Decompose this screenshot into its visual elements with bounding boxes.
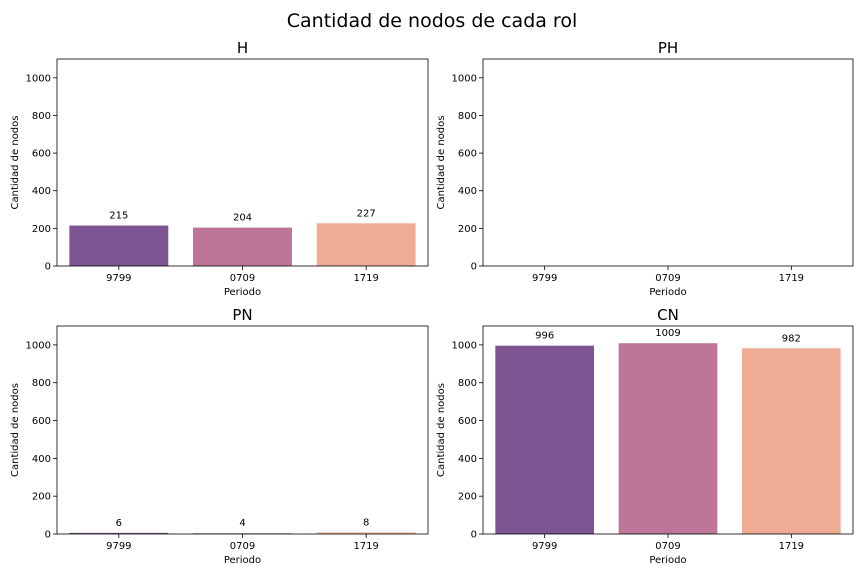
- plot-frame: [56, 325, 429, 535]
- y-tick-label: 0: [471, 530, 477, 541]
- y-tick-label: 800: [32, 111, 51, 122]
- y-tick-label: 400: [458, 454, 477, 465]
- bar-value-label: 6: [116, 518, 122, 529]
- y-axis-label: Cantidad de nodos: [10, 116, 21, 210]
- bar-value-label: 982: [782, 333, 801, 344]
- y-tick-label: 0: [471, 262, 477, 273]
- bar: [69, 532, 169, 534]
- figure-title: Cantidad de nodos de cada rol: [287, 10, 577, 32]
- x-tick-label: 9799: [532, 273, 557, 284]
- x-tick-label: 0709: [655, 541, 680, 552]
- y-tick-label: 600: [458, 149, 477, 160]
- y-tick-label: 800: [458, 111, 477, 122]
- y-tick-label: 800: [32, 378, 51, 389]
- subplot-title: CN: [657, 306, 679, 324]
- y-tick-label: 1000: [452, 73, 477, 84]
- x-tick-label: 9799: [106, 273, 131, 284]
- bar-value-label: 204: [233, 213, 252, 224]
- x-tick-label: 1719: [779, 273, 804, 284]
- y-tick-label: 200: [458, 492, 477, 503]
- bar: [316, 532, 416, 534]
- bar-value-label: 996: [535, 331, 554, 342]
- subplot-ph: 0 200 400 600 800 1000 9799 0709 1719 PH Periodo Ca…: [436, 39, 854, 298]
- bar: [316, 223, 416, 266]
- y-tick-label: 600: [32, 416, 51, 427]
- subplot-title: PN: [232, 306, 252, 324]
- x-axis-label: Periodo: [649, 287, 686, 298]
- bar: [69, 225, 169, 266]
- x-tick-label: 0709: [655, 273, 680, 284]
- y-axis-label: Cantidad de nodos: [10, 383, 21, 477]
- x-tick-label: 0709: [230, 541, 255, 552]
- y-tick-label: 200: [32, 492, 51, 503]
- bar-value-label: 227: [357, 208, 376, 219]
- x-axis-label: Periodo: [224, 287, 261, 298]
- bar: [495, 345, 594, 534]
- x-tick-label: 1719: [353, 541, 378, 552]
- x-tick-label: 9799: [106, 541, 131, 552]
- x-tick-label: 9799: [532, 541, 557, 552]
- subplot-cn: 996 1009 982 0 200 400 600 800 1000 9799 0709 1719 C…: [436, 306, 854, 566]
- y-tick-label: 400: [458, 186, 477, 197]
- x-tick-label: 0709: [230, 273, 255, 284]
- y-tick-label: 400: [32, 186, 51, 197]
- x-tick-label: 1719: [779, 541, 804, 552]
- y-tick-label: 1000: [26, 73, 51, 84]
- subplot-h: 215 204 227 0 200 400 600 800 1000 9799 0709 1719 H P…: [10, 39, 429, 298]
- subplot-title: H: [237, 39, 248, 57]
- bar: [742, 348, 841, 534]
- bar: [618, 343, 718, 534]
- subplot-pn: 6 4 8 0 200 400 600 800 1000 9799 0709 1719 PN Period…: [10, 306, 429, 566]
- x-axis-label: Periodo: [224, 555, 261, 566]
- y-tick-label: 600: [458, 416, 477, 427]
- y-tick-label: 400: [32, 454, 51, 465]
- y-tick-label: 1000: [452, 340, 477, 351]
- y-axis-label: Cantidad de nodos: [436, 116, 447, 210]
- y-tick-label: 200: [32, 224, 51, 235]
- subplot-title: PH: [658, 39, 678, 57]
- y-tick-label: 0: [45, 262, 51, 273]
- bar-value-label: 215: [109, 211, 128, 222]
- bar-value-label: 8: [363, 517, 369, 528]
- y-tick-label: 0: [45, 530, 51, 541]
- bar-value-label: 1009: [655, 328, 680, 339]
- plot-frame: [482, 58, 854, 267]
- y-tick-label: 800: [458, 378, 477, 389]
- y-tick-label: 200: [458, 224, 477, 235]
- y-tick-label: 600: [32, 149, 51, 160]
- y-axis-label: Cantidad de nodos: [436, 383, 447, 477]
- bar: [193, 227, 292, 266]
- y-tick-label: 1000: [26, 340, 51, 351]
- bar-value-label: 4: [239, 518, 245, 529]
- x-axis-label: Periodo: [649, 555, 686, 566]
- x-tick-label: 1719: [353, 273, 378, 284]
